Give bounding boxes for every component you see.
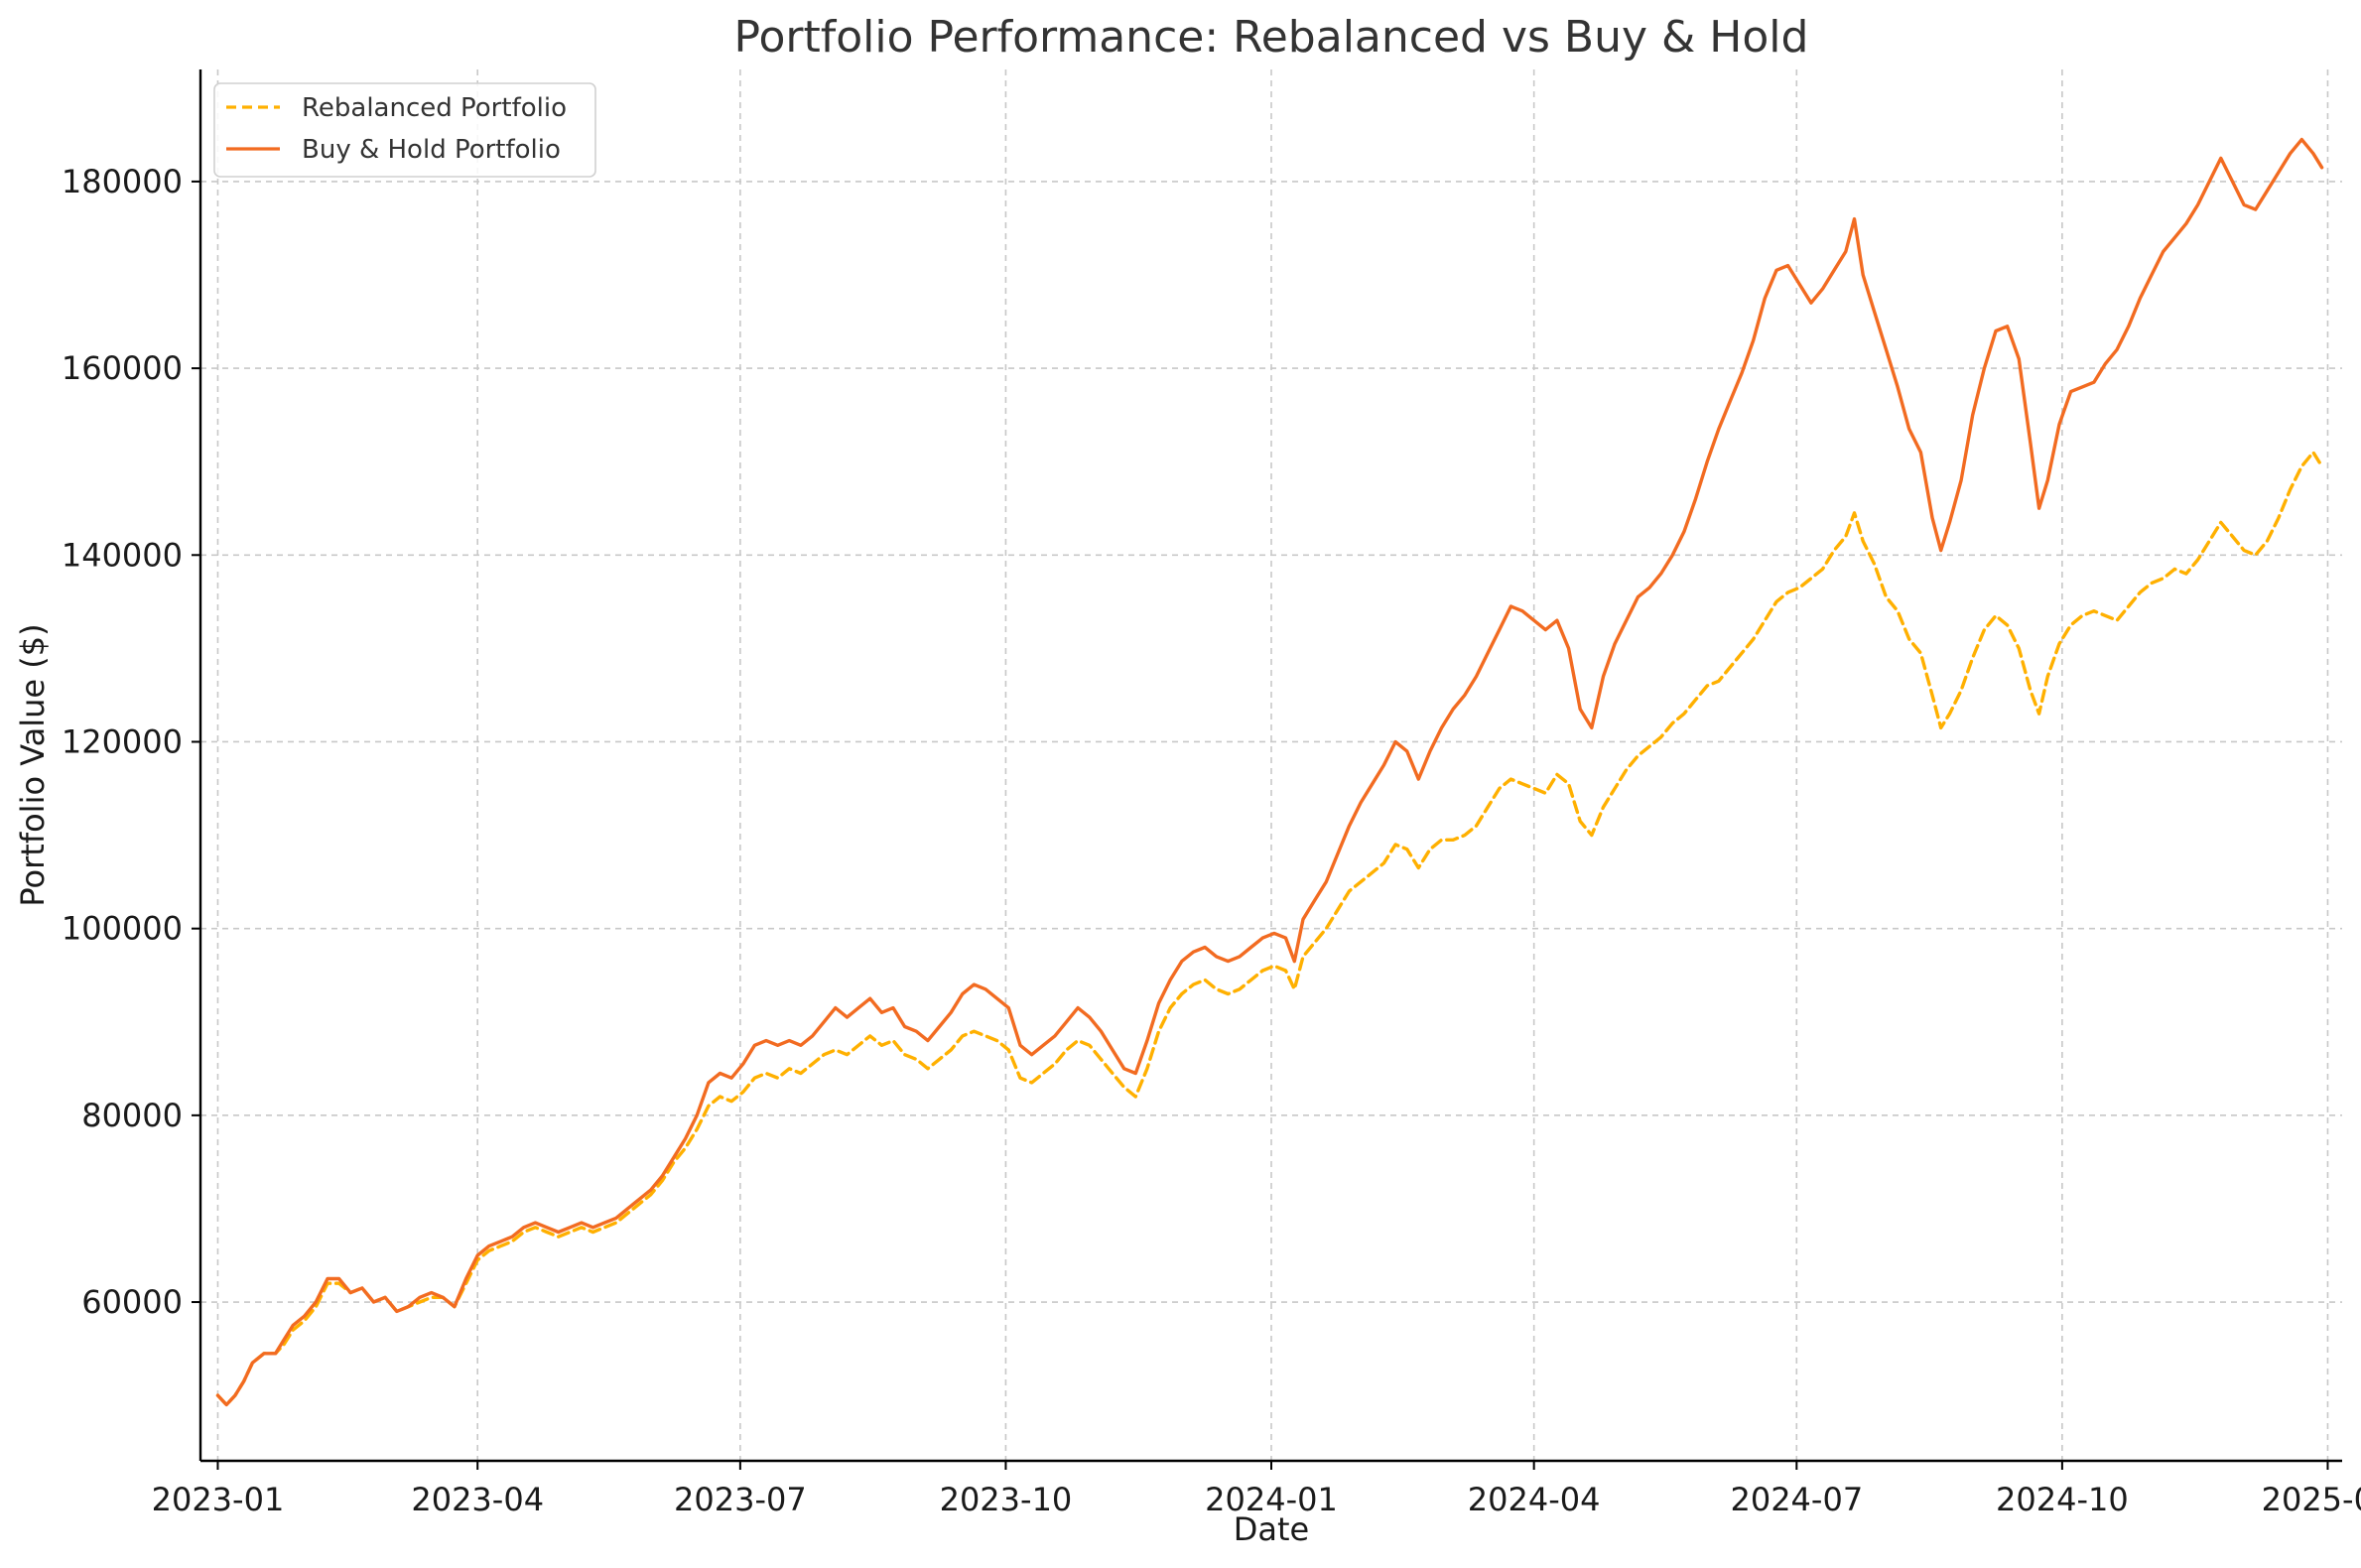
y-tick-label: 80000 xyxy=(81,1097,183,1134)
legend-label-rebalanced: Rebalanced Portfolio xyxy=(302,93,567,123)
legend-box xyxy=(213,82,596,178)
tick-layer: 2023-01 2023-04 2023-07 2023-10 2024-01 2024-… xyxy=(62,163,2361,1518)
series-line-rebalanced xyxy=(215,451,2324,1407)
x-tick-label: 2023-01 xyxy=(152,1481,285,1518)
x-tick-label: 2025-01 xyxy=(2262,1481,2361,1518)
y-tick-label: 120000 xyxy=(62,722,183,760)
x-tick-label: 2023-04 xyxy=(411,1481,544,1518)
x-tick-label: 2024-10 xyxy=(1996,1481,2129,1518)
y-axis-label: Portfolio Value ($) xyxy=(14,623,52,906)
x-tick-label: 2024-01 xyxy=(1205,1481,1338,1518)
y-tick-label: 160000 xyxy=(62,349,183,387)
legend: Rebalanced Portfolio Buy & Hold Portfoli… xyxy=(213,82,596,178)
x-tick-label: 2023-07 xyxy=(674,1481,807,1518)
legend-label-buy-and-hold: Buy & Hold Portfolio xyxy=(302,135,561,165)
x-tick-label: 2024-04 xyxy=(1468,1481,1601,1518)
series-layer xyxy=(215,137,2324,1407)
x-axis-label: Date xyxy=(1234,1510,1309,1548)
y-tick-label: 60000 xyxy=(81,1283,183,1321)
x-tick-label: 2023-10 xyxy=(940,1481,1073,1518)
y-tick-label: 140000 xyxy=(62,536,183,574)
series-line-buy-and-hold xyxy=(215,137,2324,1407)
y-tick-label: 180000 xyxy=(62,163,183,200)
x-tick-label: 2024-07 xyxy=(1730,1481,1863,1518)
chart-title: Portfolio Performance: Rebalanced vs Buy… xyxy=(734,12,1809,63)
y-tick-label: 100000 xyxy=(62,910,183,948)
